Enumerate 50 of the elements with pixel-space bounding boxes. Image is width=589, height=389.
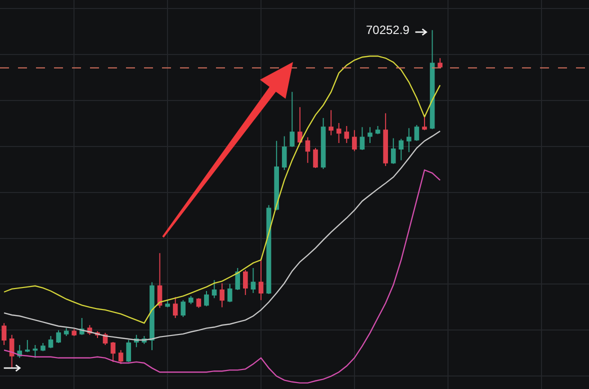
candlestick xyxy=(48,335,54,349)
candlestick xyxy=(235,268,240,290)
candlestick xyxy=(258,258,264,301)
candlestick xyxy=(360,126,365,151)
candlestick xyxy=(328,110,334,136)
candlestick xyxy=(438,58,442,68)
candlestick xyxy=(196,298,202,308)
candlestick xyxy=(336,122,342,144)
candlestick xyxy=(290,91,295,148)
candlestick xyxy=(352,130,357,152)
candlestick xyxy=(220,282,224,308)
candlestick xyxy=(157,252,162,308)
candlestick xyxy=(243,270,248,296)
candlestick xyxy=(2,322,6,346)
candlestick xyxy=(32,344,38,358)
candlestick xyxy=(25,339,30,353)
candlestick xyxy=(398,138,404,161)
candlestick xyxy=(40,342,46,352)
candlestick xyxy=(72,328,77,336)
candlestick xyxy=(110,342,116,362)
candlestick xyxy=(274,140,279,211)
candlestick xyxy=(320,117,326,170)
candlestick xyxy=(172,296,178,319)
candlestick xyxy=(227,283,232,303)
candlestick xyxy=(250,268,256,294)
candlestick xyxy=(422,114,427,131)
candlestick xyxy=(390,138,396,164)
candlestick xyxy=(204,290,209,307)
candlestick xyxy=(313,148,318,168)
annotation: 70252.9 xyxy=(366,23,410,37)
candlestick xyxy=(188,296,194,305)
candlestick xyxy=(375,126,380,135)
candlestick xyxy=(406,128,412,153)
candlestick xyxy=(305,136,310,164)
candlestick xyxy=(414,124,420,142)
candlestick xyxy=(165,300,170,308)
candlestick xyxy=(64,328,69,336)
candlestick xyxy=(212,280,217,299)
candlestick xyxy=(430,30,435,130)
candlestick xyxy=(118,350,124,364)
candlestick xyxy=(9,334,14,369)
candlestick xyxy=(150,282,154,351)
candlestick xyxy=(344,126,350,144)
candlestick xyxy=(282,136,287,170)
candlestick xyxy=(298,106,302,144)
candlestick xyxy=(383,112,388,166)
candlestick xyxy=(56,330,61,344)
candlestick xyxy=(368,126,372,144)
candlestick xyxy=(180,300,186,318)
candlestick xyxy=(126,339,132,362)
